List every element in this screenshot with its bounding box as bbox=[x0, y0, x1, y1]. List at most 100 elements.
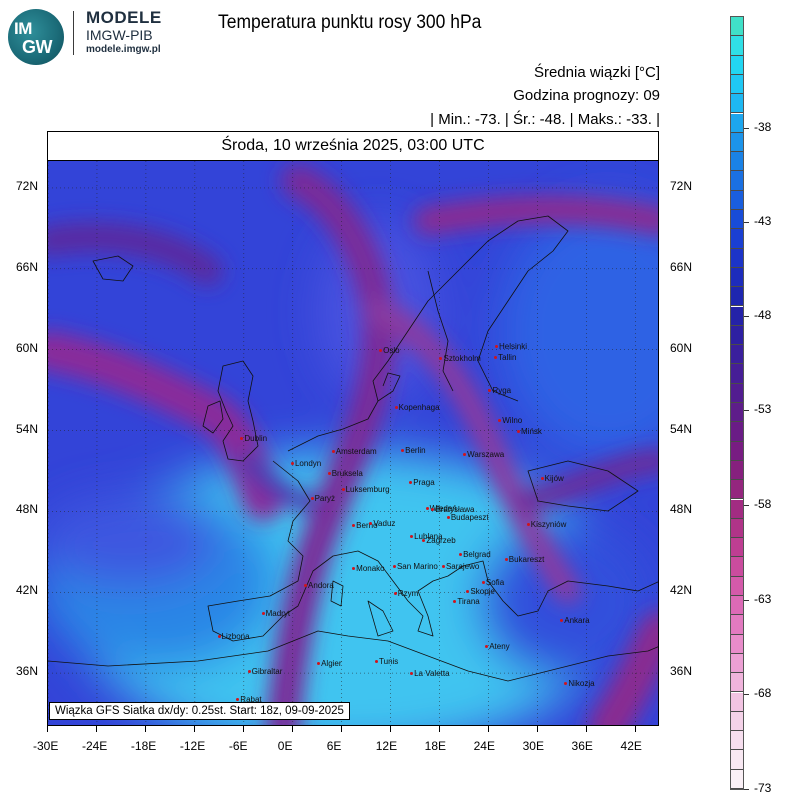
colorbar-step bbox=[731, 267, 743, 288]
colorbar-label: -58 bbox=[754, 497, 772, 511]
colorbar-step bbox=[731, 152, 743, 172]
brand-url[interactable]: modele.imgw.pl bbox=[86, 44, 161, 55]
colorbar-step bbox=[731, 325, 743, 346]
longitude-tick-label: -6E bbox=[228, 739, 248, 753]
colorbar-step bbox=[731, 55, 743, 75]
longitude-tick-label: -24E bbox=[81, 739, 108, 753]
city-label: Bukareszt bbox=[504, 554, 545, 564]
model-info-box: Wiązka GFS Siatka dx/dy: 0.25st. Start: … bbox=[49, 702, 350, 720]
city-label: La Valetta bbox=[410, 669, 450, 679]
colorbar-tick bbox=[744, 222, 749, 223]
longitude-tick-label: 6E bbox=[326, 739, 342, 753]
longitude-tick-label: -12E bbox=[179, 739, 206, 753]
colorbar-label: -63 bbox=[754, 592, 772, 606]
colorbar-step bbox=[731, 615, 743, 635]
colorbar-step bbox=[731, 596, 743, 616]
city-label: Berno bbox=[352, 521, 378, 531]
coastlines bbox=[48, 215, 658, 682]
colorbar-tick bbox=[744, 316, 749, 317]
longitude-tick-label: 24E bbox=[473, 739, 495, 753]
city-label: Warszawa bbox=[463, 449, 505, 459]
colorbar-step bbox=[731, 460, 743, 481]
city-label: Skopje bbox=[466, 587, 495, 597]
city-label: Budapeszt bbox=[446, 513, 489, 523]
imgw-logo: IM GW bbox=[8, 9, 64, 65]
city-label: Tallin bbox=[494, 352, 517, 362]
city-label: Tunis bbox=[374, 657, 399, 667]
colorbar-step bbox=[731, 518, 743, 539]
latitude-tick-label-left: 42N bbox=[16, 583, 39, 598]
brand-org: IMGW-PIB bbox=[86, 27, 153, 43]
colorbar-step bbox=[731, 634, 743, 654]
city-label: Sofia bbox=[481, 577, 505, 587]
latitude-tick-label-left: 60N bbox=[16, 340, 39, 355]
ensemble-mean-label: Średnia wiązki [°C] bbox=[533, 64, 660, 81]
longitude-tick-mark bbox=[340, 726, 342, 732]
latitude-tick-label-left: 66N bbox=[16, 259, 39, 274]
forecast-hour: Godzina prognozy: 09 bbox=[513, 87, 660, 104]
longitude-tick-label: 18E bbox=[424, 739, 447, 753]
colorbar-step bbox=[731, 422, 743, 442]
city-label: Londyn bbox=[290, 459, 322, 469]
city-label: Ryga bbox=[488, 386, 512, 396]
longitude-tick-mark bbox=[47, 726, 48, 732]
colorbar-step bbox=[731, 248, 743, 268]
longitude-tick-mark bbox=[536, 726, 538, 732]
colorbar-tick bbox=[744, 789, 749, 790]
longitude-tick-label: 30E bbox=[522, 739, 544, 753]
longitude-tick-mark bbox=[193, 726, 195, 732]
colorbar-step bbox=[731, 480, 743, 500]
longitude-tick-mark bbox=[95, 726, 97, 732]
longitude-tick-label: 0E bbox=[277, 739, 293, 753]
city-label: Belgrad bbox=[459, 549, 491, 559]
longitude-tick-label: 42E bbox=[620, 739, 642, 753]
colorbar-step bbox=[731, 711, 743, 732]
colorbar-step bbox=[731, 576, 743, 596]
colorbar-step bbox=[731, 383, 743, 403]
colorbar-step bbox=[731, 306, 743, 326]
colorbar-step bbox=[731, 653, 743, 674]
colorbar-label: -48 bbox=[754, 308, 772, 322]
latitude-tick-label-left: 54N bbox=[16, 421, 39, 436]
brand-name: MODELE bbox=[86, 8, 162, 27]
colorbar-step bbox=[731, 692, 743, 712]
city-label: Andora bbox=[304, 580, 334, 590]
city-label: Lizbona bbox=[217, 631, 250, 641]
latitude-tick-label-right: 54N bbox=[670, 421, 693, 436]
colorbar-tick bbox=[744, 600, 749, 601]
forecast-map: Oslo Helsinki Sztokholm Tallin Ryga Kopenhaga… bbox=[47, 160, 659, 726]
latitude-tick-label-right: 48N bbox=[670, 502, 693, 517]
colorbar-step bbox=[731, 499, 743, 519]
city-label: Nikozja bbox=[564, 678, 595, 688]
latitude-tick-label-right: 66N bbox=[670, 259, 693, 274]
city-label: Tirana bbox=[453, 596, 480, 606]
longitude-tick-label: -30E bbox=[33, 739, 59, 753]
city-label: Algier bbox=[317, 658, 342, 668]
colorbar-step bbox=[731, 36, 743, 56]
city-label: Bratysława bbox=[431, 505, 475, 515]
city-label: Kopenhaga bbox=[394, 402, 440, 412]
city-label: Madryt bbox=[261, 608, 291, 618]
city-label: Bruksela bbox=[327, 468, 363, 478]
latitude-tick-label-left: 48N bbox=[16, 502, 39, 517]
colorbar-step bbox=[731, 769, 743, 789]
longitude-tick-mark bbox=[242, 726, 244, 732]
longitude-tick-mark bbox=[438, 726, 440, 732]
colorbar-tick bbox=[744, 128, 749, 129]
colorbar-step bbox=[731, 538, 743, 558]
city-label: Praga bbox=[409, 478, 435, 488]
city-label: Dublin bbox=[240, 433, 268, 443]
longitude-tick-label: 36E bbox=[571, 739, 593, 753]
colorbar-step bbox=[731, 441, 743, 461]
city-label: Wiedeń bbox=[425, 503, 457, 513]
colorbar-step bbox=[731, 229, 743, 249]
colorbar-step bbox=[731, 403, 743, 423]
city-label: Rzym bbox=[393, 588, 419, 598]
colorbar-label: -43 bbox=[754, 214, 772, 228]
city-label: Rabat bbox=[236, 695, 262, 705]
longitude-tick-mark bbox=[389, 726, 391, 732]
colorbar-step bbox=[731, 287, 743, 307]
city-label: Ankara bbox=[560, 615, 590, 625]
colorbar-label: -73 bbox=[754, 781, 772, 795]
latitude-tick-label-right: 42N bbox=[670, 583, 693, 598]
